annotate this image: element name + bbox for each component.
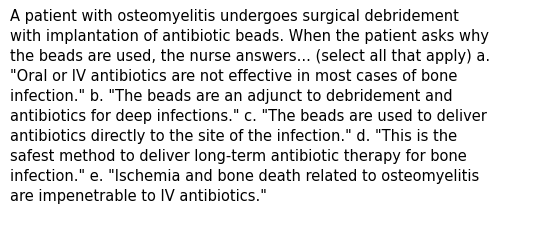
Text: A patient with osteomyelitis undergoes surgical debridement
with implantation of: A patient with osteomyelitis undergoes s… [10, 9, 490, 203]
